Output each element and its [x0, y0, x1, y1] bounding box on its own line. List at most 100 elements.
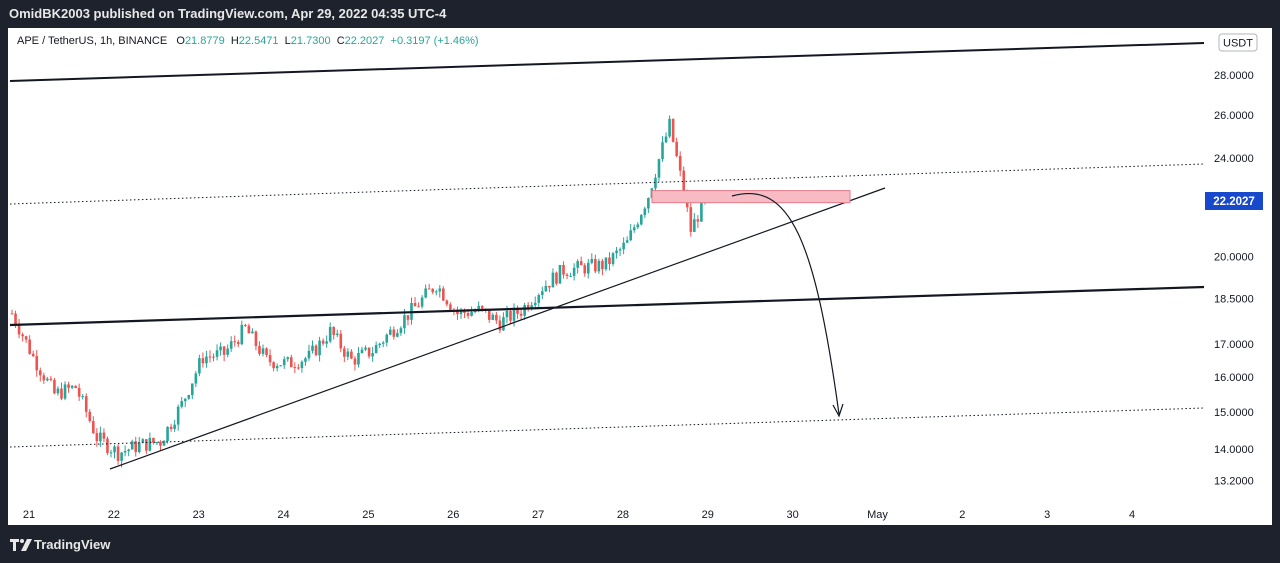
- candle-body-34[interactable]: [130, 441, 134, 450]
- candle-body-41[interactable]: [155, 442, 159, 444]
- candle-body-60[interactable]: [222, 346, 226, 355]
- candle-body-110[interactable]: [399, 328, 403, 334]
- candle-body-112[interactable]: [406, 315, 410, 320]
- candle-body-168[interactable]: [604, 257, 608, 270]
- candle-body-189[interactable]: [678, 155, 682, 171]
- candle-body-164[interactable]: [590, 259, 594, 263]
- candle-body-0[interactable]: [10, 313, 14, 315]
- candle-body-53[interactable]: [198, 358, 201, 374]
- tradingview-logo-icon[interactable]: [10, 539, 32, 551]
- candle-body-94[interactable]: [343, 348, 346, 357]
- candle-body-183[interactable]: [657, 159, 661, 178]
- candle-body-93[interactable]: [339, 333, 343, 349]
- candle-body-3[interactable]: [21, 334, 24, 337]
- candle-body-15[interactable]: [63, 384, 67, 399]
- candle-body-100[interactable]: [364, 347, 367, 350]
- candle-body-82[interactable]: [300, 361, 304, 369]
- candle-body-11[interactable]: [49, 378, 53, 380]
- candle-body-45[interactable]: [169, 426, 173, 430]
- candle-body-118[interactable]: [427, 288, 431, 290]
- candle-body-52[interactable]: [194, 373, 198, 384]
- candle-body-1[interactable]: [14, 313, 17, 325]
- candle-body-2[interactable]: [17, 324, 21, 335]
- candle-body-32[interactable]: [123, 450, 127, 453]
- candle-body-70[interactable]: [258, 346, 261, 354]
- candle-body-10[interactable]: [46, 378, 49, 381]
- candle-body-185[interactable]: [664, 136, 668, 143]
- candle-body-115[interactable]: [417, 306, 420, 308]
- candle-body-27[interactable]: [106, 438, 109, 453]
- candle-body-117[interactable]: [424, 288, 427, 298]
- candle-body-97[interactable]: [353, 358, 357, 365]
- candle-body-133[interactable]: [480, 305, 484, 309]
- candle-body-127[interactable]: [459, 310, 463, 315]
- candle-body-105[interactable]: [381, 342, 385, 344]
- candle-body-12[interactable]: [53, 379, 56, 394]
- candle-body-89[interactable]: [325, 341, 328, 344]
- candle-body-167[interactable]: [601, 260, 604, 270]
- candle-body-184[interactable]: [661, 142, 664, 160]
- candle-body-106[interactable]: [385, 334, 389, 343]
- candle-body-42[interactable]: [159, 442, 162, 446]
- candle-body-38[interactable]: [145, 439, 148, 451]
- candle-body-87[interactable]: [318, 340, 321, 356]
- candle-body-6[interactable]: [31, 353, 35, 357]
- candle-body-63[interactable]: [233, 341, 237, 343]
- candle-body-137[interactable]: [495, 314, 498, 321]
- candle-body-150[interactable]: [541, 291, 544, 295]
- candle-body-152[interactable]: [548, 285, 551, 288]
- candle-body-5[interactable]: [28, 339, 31, 354]
- candle-body-40[interactable]: [152, 437, 155, 443]
- candle-body-177[interactable]: [636, 224, 640, 228]
- candle-body-195[interactable]: [700, 200, 703, 222]
- candle-body-23[interactable]: [92, 421, 95, 434]
- candle-body-188[interactable]: [675, 141, 678, 156]
- candle-body-193[interactable]: [693, 219, 696, 232]
- candle-body-149[interactable]: [537, 294, 541, 303]
- candle-body-88[interactable]: [321, 340, 325, 344]
- candle-body-98[interactable]: [357, 352, 360, 365]
- candle-body-50[interactable]: [187, 395, 191, 399]
- candle-body-119[interactable]: [431, 288, 435, 293]
- candle-body-187[interactable]: [671, 118, 675, 142]
- resistance-zone[interactable]: [651, 190, 851, 204]
- candle-body-131[interactable]: [473, 310, 477, 313]
- candle-body-43[interactable]: [162, 440, 166, 446]
- candle-body-16[interactable]: [67, 384, 70, 388]
- candle-body-142[interactable]: [512, 307, 516, 321]
- lower-dotted-line[interactable]: [9, 407, 1205, 448]
- candle-body-4[interactable]: [24, 336, 28, 340]
- candle-body-49[interactable]: [183, 398, 187, 402]
- candle-body-7[interactable]: [35, 356, 39, 371]
- candle-body-179[interactable]: [643, 208, 647, 216]
- candle-body-78[interactable]: [286, 357, 290, 360]
- candle-body-120[interactable]: [434, 291, 438, 293]
- candle-body-114[interactable]: [413, 302, 417, 307]
- candle-body-83[interactable]: [304, 358, 307, 362]
- upper-channel-line[interactable]: [9, 42, 1205, 82]
- candle-body-26[interactable]: [102, 432, 106, 439]
- candle-body-9[interactable]: [42, 375, 46, 381]
- candle-body-57[interactable]: [212, 356, 215, 358]
- candle-body-59[interactable]: [219, 346, 222, 351]
- candle-body-90[interactable]: [328, 327, 332, 342]
- candle-body-169[interactable]: [608, 257, 611, 265]
- candle-body-69[interactable]: [254, 331, 258, 347]
- candle-body-25[interactable]: [99, 432, 102, 442]
- candle-body-158[interactable]: [569, 275, 572, 277]
- candle-body-157[interactable]: [565, 274, 569, 276]
- candle-body-170[interactable]: [611, 253, 615, 265]
- candle-body-144[interactable]: [519, 313, 523, 316]
- upper-dotted-line[interactable]: [9, 163, 1205, 205]
- candle-body-146[interactable]: [526, 304, 530, 310]
- tradingview-brand[interactable]: TradingView: [34, 537, 111, 552]
- candle-body-71[interactable]: [261, 348, 265, 354]
- candle-body-141[interactable]: [509, 310, 512, 321]
- candle-body-130[interactable]: [470, 312, 473, 316]
- candle-body-44[interactable]: [166, 426, 169, 441]
- candle-body-178[interactable]: [640, 215, 643, 225]
- candle-body-62[interactable]: [229, 341, 233, 349]
- candle-body-122[interactable]: [442, 288, 445, 301]
- candle-body-19[interactable]: [77, 387, 81, 397]
- candle-body-108[interactable]: [392, 329, 396, 337]
